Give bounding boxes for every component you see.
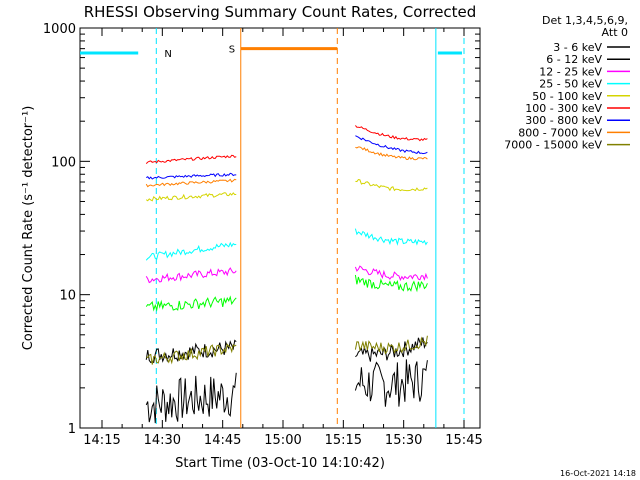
series-line-12-25-kev bbox=[145, 267, 237, 284]
legend-entry-label: 6 - 12 keV bbox=[546, 53, 602, 66]
series-line-7000-15000-kev bbox=[146, 343, 237, 365]
saa-marker-label: S bbox=[229, 45, 235, 56]
y-tick-label: 1 bbox=[68, 422, 76, 437]
series-line-3-6-kev bbox=[354, 359, 428, 407]
y-tick-label: 1000 bbox=[43, 22, 76, 37]
y-axis-label: Corrected Count Rate (s⁻¹ detector⁻¹) bbox=[21, 106, 36, 351]
legend-entry-label: 7000 - 15000 keV bbox=[504, 139, 602, 152]
series-line-300-800-kev bbox=[146, 172, 237, 180]
series-line-6-12-kev bbox=[355, 337, 428, 362]
legend-entry-label: 800 - 7000 keV bbox=[518, 126, 602, 139]
y-tick-label: 100 bbox=[51, 155, 76, 170]
series-line-50-100-kev bbox=[355, 178, 428, 192]
series-line-7000-15000-kev bbox=[354, 335, 428, 355]
legend-header: Att 0 bbox=[602, 26, 628, 39]
x-tick-label: 15:45 bbox=[445, 433, 482, 448]
chart-title: RHESSI Observing Summary Count Rates, Co… bbox=[84, 3, 477, 21]
axes: 14:15 14:30 14:45 15:00 15:15 15:30 15:45 1 10 10… bbox=[43, 22, 483, 448]
legend-entry-label: 50 - 100 keV bbox=[532, 90, 602, 103]
x-tick-label: 14:30 bbox=[144, 433, 181, 448]
series-group bbox=[145, 125, 428, 424]
x-tick-label: 14:15 bbox=[83, 433, 120, 448]
series-line-100-300-kev bbox=[145, 154, 237, 164]
legend-entry-label: 25 - 50 keV bbox=[539, 78, 602, 91]
series-line-green bbox=[145, 295, 237, 312]
legend-entry-label: 3 - 6 keV bbox=[553, 41, 602, 54]
legend-entry-label: 12 - 25 keV bbox=[539, 65, 602, 78]
series-line-3-6-kev bbox=[145, 372, 237, 424]
footer-timestamp: 16-Oct-2021 14:18 bbox=[560, 469, 636, 478]
legend-entry-label: 100 - 300 keV bbox=[525, 102, 602, 115]
legend-entry-label: 300 - 800 keV bbox=[525, 114, 602, 127]
series-line-800-7000-kev bbox=[355, 146, 428, 161]
x-tick-label: 15:30 bbox=[385, 433, 422, 448]
x-axis-label: Start Time (03-Oct-10 14:10:42) bbox=[175, 456, 385, 471]
x-tick-label: 14:45 bbox=[204, 433, 241, 448]
legend-header: Det 1,3,4,5,6,9, bbox=[542, 14, 628, 27]
plot-frame bbox=[79, 27, 481, 429]
series-line-50-100-kev bbox=[145, 192, 237, 202]
series-line-6-12-kev bbox=[145, 339, 237, 364]
x-tick-label: 15:00 bbox=[264, 433, 301, 448]
series-line-800-7000-kev bbox=[145, 178, 237, 188]
night-marker-label: N bbox=[164, 49, 171, 60]
series-line-25-50-kev bbox=[145, 241, 237, 261]
series-line-100-300-kev bbox=[355, 125, 428, 142]
y-tick-label: 10 bbox=[59, 289, 76, 304]
series-line-25-50-kev bbox=[354, 228, 428, 246]
series-line-green bbox=[354, 274, 428, 293]
series-line-300-800-kev bbox=[355, 135, 428, 155]
series-line-12-25-kev bbox=[354, 265, 428, 282]
x-tick-label: 15:15 bbox=[325, 433, 362, 448]
